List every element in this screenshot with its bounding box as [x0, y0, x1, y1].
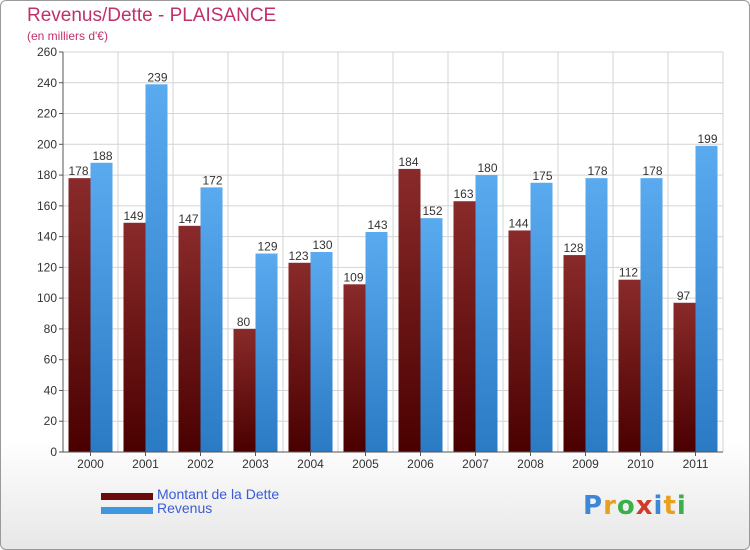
y-tick-label: 160 [37, 199, 57, 213]
logo-letter: x [635, 491, 654, 521]
bar-dette [178, 225, 201, 452]
value-label-dette: 123 [288, 249, 308, 263]
bar-dette [123, 222, 146, 452]
value-label-revenus: 199 [697, 132, 717, 146]
bar-revenus [145, 84, 168, 453]
bar-revenus [420, 218, 443, 452]
chart-title: Revenus/Dette - PLAISANCE [27, 5, 277, 26]
x-tick-label: 2003 [242, 457, 269, 471]
value-label-revenus: 188 [92, 149, 112, 163]
bar-dette [618, 279, 641, 452]
bar-revenus [695, 145, 718, 452]
bar-dette [563, 255, 586, 452]
value-label-revenus: 175 [532, 169, 552, 183]
axes: 0 20 40 60 80 100 120 140 160 180 200 220 240 260 2000… [37, 45, 723, 471]
logo-letter: r [603, 491, 617, 521]
x-tick-label: 2011 [683, 457, 709, 471]
bar-dette [233, 328, 256, 452]
logo-letter: t [663, 491, 677, 521]
y-tick-label: 180 [37, 168, 57, 182]
labels: 178 188 149 239 147 172 80 129 123 130 109 143 184 15… [68, 70, 717, 329]
y-tick-label: 80 [44, 322, 58, 336]
y-tick-label: 140 [37, 230, 57, 244]
chart-subtitle: (en milliers d'€) [27, 29, 108, 43]
bar-revenus [365, 232, 388, 452]
y-tick-label: 0 [50, 445, 57, 459]
y-tick-label: 60 [44, 353, 58, 367]
value-label-revenus: 239 [147, 70, 167, 84]
y-tick-label: 220 [37, 107, 57, 121]
value-label-dette: 128 [563, 241, 583, 255]
value-label-revenus: 172 [202, 173, 222, 187]
bar-revenus [530, 182, 553, 452]
x-tick-label: 2005 [352, 457, 379, 471]
value-label-dette: 147 [178, 212, 198, 226]
value-label-dette: 144 [508, 216, 528, 230]
bar-revenus [200, 187, 223, 452]
x-tick-label: 2001 [132, 457, 159, 471]
bar-dette [288, 262, 311, 452]
y-tick-label: 260 [37, 45, 57, 59]
bar-dette [68, 178, 91, 452]
value-label-dette: 80 [237, 315, 251, 329]
logo-letter: P [583, 491, 604, 521]
x-tick-label: 2010 [627, 457, 654, 471]
logo-letter: i [676, 491, 687, 521]
bar-dette [453, 201, 476, 452]
value-label-dette: 163 [453, 187, 473, 201]
bar-revenus [255, 253, 278, 452]
bar-revenus [90, 162, 113, 452]
bar-dette [398, 168, 421, 452]
y-tick-label: 200 [37, 137, 57, 151]
y-tick-label: 120 [37, 260, 57, 274]
bar-dette [673, 302, 696, 452]
legend-label-dette: Montant de la Dette [157, 486, 280, 502]
logo-letter: i [653, 491, 664, 521]
proxiti-logo: Proxiti [583, 491, 687, 521]
bar-revenus [310, 252, 333, 452]
bar-revenus [640, 178, 663, 452]
x-tick-label: 2004 [297, 457, 324, 471]
x-tick-label: 2008 [517, 457, 544, 471]
x-tick-label: 2002 [187, 457, 214, 471]
value-label-revenus: 129 [257, 240, 277, 254]
x-tick-label: 2000 [77, 457, 104, 471]
value-label-dette: 112 [619, 266, 638, 280]
y-tick-label: 20 [44, 414, 58, 428]
value-label-revenus: 152 [422, 204, 442, 218]
x-tick-label: 2006 [407, 457, 434, 471]
bar-dette [508, 230, 531, 452]
value-label-revenus: 178 [587, 164, 607, 178]
bar-revenus [585, 178, 608, 452]
value-label-dette: 109 [343, 270, 363, 284]
y-tick-label: 240 [37, 76, 57, 90]
value-label-dette: 149 [123, 209, 143, 223]
value-label-revenus: 180 [477, 161, 497, 175]
value-label-dette: 97 [677, 289, 691, 303]
x-tick-label: 2007 [462, 457, 489, 471]
x-tick-label: 2009 [572, 457, 599, 471]
bar-revenus [475, 175, 498, 453]
y-tick-label: 40 [44, 383, 58, 397]
logo-letter: o [616, 491, 636, 521]
value-label-revenus: 143 [367, 218, 387, 232]
value-label-revenus: 130 [312, 238, 332, 252]
value-label-revenus: 178 [642, 164, 662, 178]
bars [68, 84, 718, 453]
legend-swatch-revenus [101, 507, 153, 514]
value-label-dette: 184 [398, 155, 418, 169]
legend-label-revenus: Revenus [157, 500, 213, 516]
value-label-dette: 178 [68, 164, 88, 178]
y-tick-label: 100 [37, 291, 57, 305]
legend-swatch-dette [101, 493, 153, 500]
bar-dette [343, 284, 366, 452]
